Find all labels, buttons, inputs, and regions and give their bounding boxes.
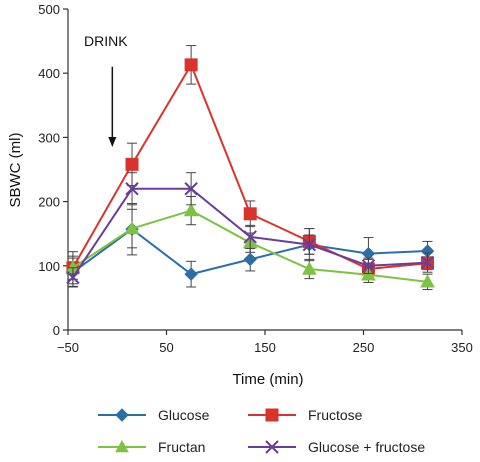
y-tick-label: 500 [38,2,60,17]
data-point [184,267,198,281]
y-tick-label: 300 [38,130,60,145]
y-tick-label: 100 [38,259,60,274]
legend-label: Glucose + fructose [308,439,425,455]
legend-item-fructose: Fructose [248,407,363,423]
legend-label: Fructose [308,407,363,423]
data-point [125,182,139,196]
drink-arrow-head [108,137,117,148]
data-point [243,230,257,244]
legend: Glucose Fructose Fructan Glucose + fructose [98,407,425,455]
legend-label: Glucose [158,407,210,423]
data-point [302,237,317,252]
axes: 0 100 200 300 400 500 −50 50 150 250 350 [38,2,473,355]
legend-swatch-marker [115,408,129,422]
legend-label: Fructan [158,439,205,455]
y-tick-label: 0 [53,323,60,338]
data-point [361,259,376,273]
legend-item-glucose: Glucose [98,407,210,423]
data-point [361,267,376,281]
x-axis-title: Time (min) [232,371,303,388]
data-point-stroke-b [184,182,198,196]
legend-item-fructan: Fructan [98,439,205,455]
y-axis-title: SBWC (ml) [7,133,24,208]
legend-swatch-marker [265,408,279,422]
data-point-stroke-b [420,255,435,270]
legend-item-glucose-fructose: Glucose + fructose [248,439,425,455]
legend-swatch-marker [265,440,279,454]
y-tick-label: 400 [38,66,60,81]
data-point [125,157,139,171]
y-tick-label: 200 [38,195,60,210]
data-point-stroke-b [125,182,139,196]
data-point [184,58,198,72]
series-layer [65,45,435,291]
data-point [183,203,199,217]
legend-swatch-marker [115,439,129,453]
x-tick-label: 50 [159,340,173,355]
data-point [124,221,140,235]
data-point [66,270,80,285]
data-point [301,261,317,275]
x-tick-label: 250 [353,340,375,355]
data-point-stroke-b [243,230,257,244]
data-point [420,255,435,270]
data-point-stroke-b [302,237,317,252]
drink-label: DRINK [84,33,128,49]
data-point-stroke-b [361,259,376,273]
series-glucose-fructose [66,172,435,288]
data-point [243,207,257,221]
data-point [243,252,257,267]
data-point-stroke-b [66,270,80,285]
x-tick-label: 150 [254,340,276,355]
data-point [420,274,435,288]
data-point [184,182,198,196]
x-tick-label: 350 [451,340,473,355]
x-tick-label: −50 [57,340,79,355]
legend-swatch-marker-stroke-b [265,440,279,454]
drink-annotation: DRINK [84,33,128,148]
